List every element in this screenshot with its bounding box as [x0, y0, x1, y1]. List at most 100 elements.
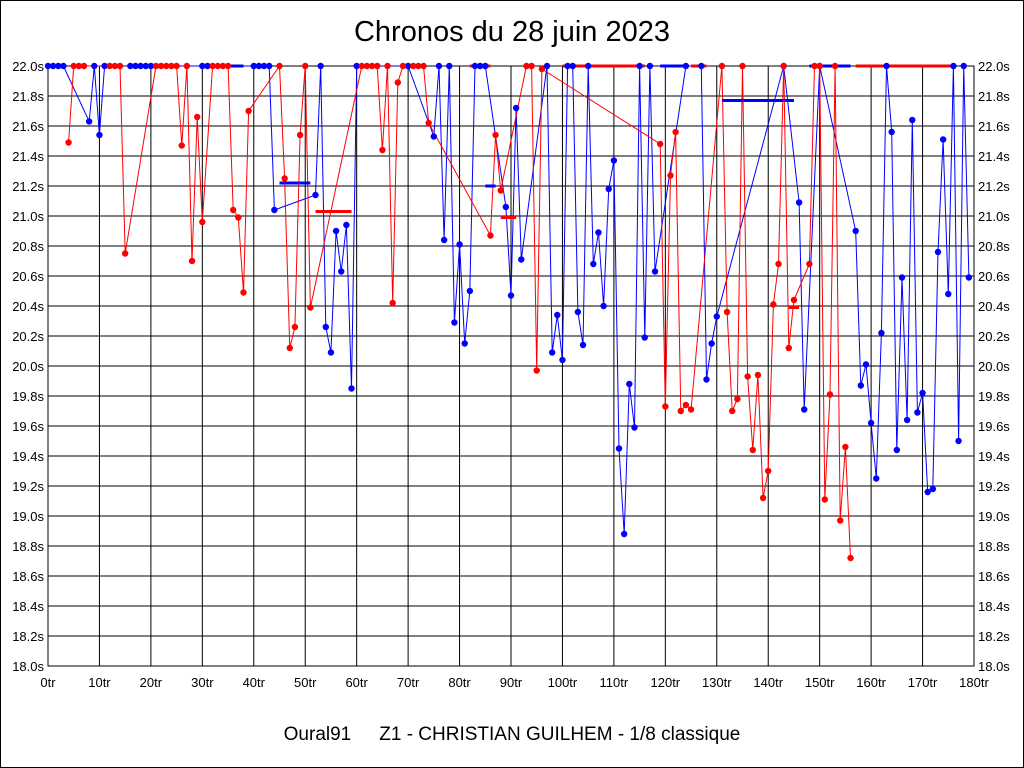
- y-tick-label: 21.2s: [978, 179, 1010, 194]
- y-tick-label: 20.2s: [12, 329, 44, 344]
- blue-data-point: [482, 62, 489, 70]
- blue-data-point: [255, 62, 263, 70]
- red-data-point: [749, 446, 756, 454]
- blue-data-point: [713, 313, 720, 320]
- red-data-point: [157, 62, 165, 70]
- blue-data-point: [548, 349, 556, 356]
- red-data-point: [538, 65, 546, 73]
- red-data-point: [281, 175, 288, 182]
- y-tick-labels-right: 18.0s 18.2s 18.4s 18.6s 18.8s 19.0s 19.2s 19.4s…: [978, 59, 1010, 674]
- blue-data-point: [795, 199, 803, 206]
- x-tick-label: 110tr: [600, 675, 629, 690]
- blue-data-point: [507, 292, 515, 299]
- x-tick-label: 0tr: [40, 675, 56, 690]
- red-data-point: [230, 206, 237, 214]
- blue-data-point: [620, 530, 628, 538]
- blue-data-point: [430, 133, 438, 140]
- blue-data-point: [862, 361, 870, 368]
- red-data-point: [821, 496, 829, 503]
- blue-data-point: [939, 136, 947, 143]
- blue-data-point: [132, 62, 139, 70]
- blue-data-point: [343, 221, 350, 229]
- blue-data-point: [919, 389, 926, 397]
- red-data-point: [672, 128, 679, 136]
- red-data-point: [291, 323, 299, 331]
- red-data-point: [410, 62, 417, 70]
- x-tick-label: 180tr: [959, 675, 989, 690]
- blue-data-point: [204, 62, 211, 70]
- blue-data-point: [867, 419, 875, 427]
- red-data-point: [682, 401, 690, 409]
- blue-data-point: [960, 62, 967, 70]
- y-tick-label: 19.6s: [978, 419, 1010, 434]
- y-tick-label: 21.0s: [12, 209, 44, 224]
- x-tick-labels: 0tr 10tr 20tr 30tr 40tr 50tr 60tr 70tr 80tr 90tr 1…: [40, 675, 989, 690]
- red-data-point: [358, 62, 366, 70]
- average-bars: [222, 64, 954, 309]
- chart-title: Chronos du 28 juin 2023: [353, 16, 670, 48]
- red-data-point: [487, 232, 494, 239]
- blue-data-point: [883, 62, 890, 70]
- blue-data-point: [682, 62, 690, 70]
- red-data-point: [178, 142, 185, 149]
- blue-data-point: [471, 62, 479, 70]
- blue-data-point: [914, 409, 921, 416]
- red-data-point: [193, 113, 201, 121]
- red-data-point: [235, 214, 242, 221]
- blue-data-point: [518, 256, 525, 263]
- red-data-point: [754, 371, 762, 379]
- red-data-point: [667, 172, 674, 179]
- series-lines: [48, 64, 970, 559]
- blue-data-point: [950, 62, 957, 70]
- blue-data-point: [476, 62, 484, 70]
- plot-border: [47, 65, 975, 667]
- red-data-point: [785, 344, 792, 352]
- blue-data-point: [703, 376, 710, 383]
- red-data-point: [718, 62, 726, 70]
- blue-data-point: [317, 62, 324, 70]
- y-tick-label: 19.0s: [978, 509, 1010, 524]
- red-data-point: [847, 554, 854, 562]
- red-data-point: [528, 62, 535, 70]
- red-data-point: [831, 62, 839, 70]
- red-data-point: [384, 62, 391, 70]
- red-data-point: [209, 62, 216, 70]
- red-data-point: [302, 62, 309, 70]
- blue-data-point: [44, 62, 52, 70]
- y-tick-label: 20.4s: [12, 299, 44, 314]
- blue-data-point: [332, 227, 340, 235]
- y-tick-label: 20.0s: [12, 359, 44, 374]
- x-tick-label: 70tr: [397, 675, 420, 690]
- red-data-point: [780, 62, 787, 70]
- x-tick-label: 90tr: [500, 675, 523, 690]
- blue-data-point: [451, 319, 458, 326]
- red-data-point: [523, 62, 530, 70]
- blue-data-point: [708, 340, 715, 347]
- x-tick-label: 150tr: [805, 675, 835, 690]
- blue-data-point: [698, 62, 705, 70]
- red-data-point: [677, 407, 684, 415]
- blue-data-point: [85, 118, 93, 125]
- blue-data-point: [857, 382, 865, 389]
- blue-data-point: [554, 311, 561, 319]
- red-data-point: [723, 308, 731, 316]
- footer-source: Oural91: [283, 724, 352, 745]
- red-data-point: [168, 62, 175, 70]
- blue-data-point: [199, 62, 206, 70]
- blue-series-line: [48, 65, 970, 535]
- blue-data-point: [502, 203, 510, 211]
- blue-data-point: [898, 274, 906, 281]
- red-data-point: [497, 187, 504, 194]
- footer-detail: Z1 - CHRISTIAN GUILHEM - 1/8 classique: [379, 724, 741, 745]
- y-tick-label: 20.6s: [12, 269, 44, 284]
- x-tick-label: 50tr: [294, 675, 317, 690]
- red-data-point: [739, 62, 746, 70]
- blue-data-point: [641, 334, 648, 341]
- red-data-point: [276, 62, 283, 70]
- red-data-point: [806, 260, 813, 268]
- red-data-point: [75, 62, 83, 70]
- red-data-point: [790, 296, 798, 304]
- data-points: [44, 62, 973, 562]
- blue-data-point: [801, 406, 808, 413]
- y-tick-label: 18.8s: [978, 539, 1010, 554]
